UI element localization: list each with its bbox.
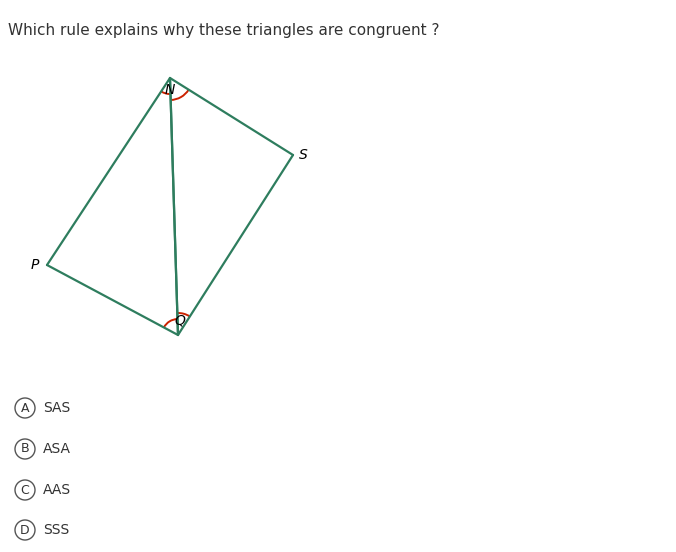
Text: S: S: [299, 148, 308, 162]
Text: P: P: [31, 258, 39, 272]
Text: D: D: [20, 523, 30, 537]
Text: SSS: SSS: [43, 523, 69, 537]
Text: AAS: AAS: [43, 483, 71, 497]
Text: Q: Q: [174, 314, 185, 328]
Text: N: N: [165, 83, 175, 97]
Text: Which rule explains why these triangles are congruent ?: Which rule explains why these triangles …: [8, 23, 439, 38]
Text: SAS: SAS: [43, 401, 70, 415]
Text: A: A: [21, 401, 29, 415]
Text: C: C: [21, 484, 29, 496]
Text: B: B: [21, 443, 29, 455]
Text: ASA: ASA: [43, 442, 71, 456]
